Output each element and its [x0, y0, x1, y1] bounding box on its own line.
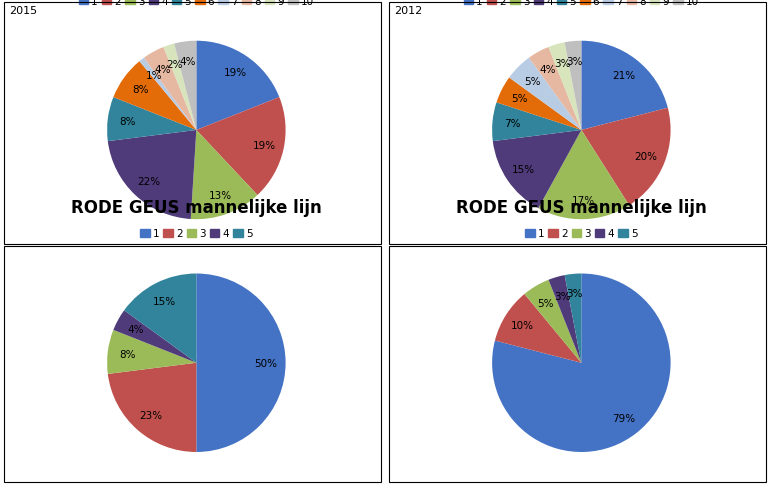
Wedge shape	[538, 131, 629, 220]
Text: 4%: 4%	[127, 325, 143, 334]
Wedge shape	[492, 274, 671, 452]
Text: 79%: 79%	[612, 413, 635, 423]
Text: 1%: 1%	[146, 71, 162, 81]
Text: 5%: 5%	[524, 76, 541, 87]
Text: 20%: 20%	[634, 151, 658, 161]
Wedge shape	[509, 59, 581, 131]
Text: 22%: 22%	[137, 176, 160, 186]
Text: 3%: 3%	[554, 291, 570, 301]
Text: 8%: 8%	[119, 117, 136, 127]
Text: 3%: 3%	[554, 59, 570, 69]
Wedge shape	[495, 294, 581, 363]
Text: 13%: 13%	[209, 191, 232, 201]
Wedge shape	[529, 48, 581, 131]
Text: 3%: 3%	[567, 289, 583, 299]
Title: RODE GEUS mannelijke lijn: RODE GEUS mannelijke lijn	[71, 199, 322, 217]
Wedge shape	[108, 363, 196, 452]
Text: 5%: 5%	[511, 94, 527, 104]
Legend: 1, 2, 3, 4, 5, 6, 7, 8, 9, 10: 1, 2, 3, 4, 5, 6, 7, 8, 9, 10	[463, 0, 700, 8]
Text: 5%: 5%	[537, 298, 554, 308]
Wedge shape	[492, 103, 581, 142]
Text: 2015: 2015	[9, 6, 38, 16]
Wedge shape	[144, 48, 196, 131]
Wedge shape	[493, 131, 581, 209]
Text: 4%: 4%	[179, 57, 196, 67]
Wedge shape	[107, 330, 196, 374]
Text: 7%: 7%	[504, 119, 521, 129]
Text: 15%: 15%	[512, 165, 535, 175]
Text: 8%: 8%	[132, 85, 149, 95]
Wedge shape	[548, 275, 581, 363]
Text: 17%: 17%	[572, 195, 595, 205]
Wedge shape	[174, 42, 196, 131]
Wedge shape	[163, 45, 196, 131]
Text: 21%: 21%	[612, 71, 635, 81]
Wedge shape	[196, 98, 286, 196]
Wedge shape	[124, 274, 196, 363]
Text: 2012: 2012	[394, 6, 423, 16]
Wedge shape	[564, 42, 581, 131]
Legend: 1, 2, 3, 4, 5: 1, 2, 3, 4, 5	[139, 228, 253, 240]
Wedge shape	[113, 311, 196, 363]
Legend: 1, 2, 3, 4, 5, 6, 7, 8, 9, 10: 1, 2, 3, 4, 5, 6, 7, 8, 9, 10	[78, 0, 315, 8]
Text: 8%: 8%	[119, 349, 136, 359]
Wedge shape	[113, 62, 196, 131]
Text: 4%: 4%	[540, 65, 556, 75]
Wedge shape	[107, 98, 196, 142]
Wedge shape	[564, 274, 581, 363]
Wedge shape	[581, 42, 668, 131]
Wedge shape	[581, 108, 671, 206]
Wedge shape	[497, 78, 581, 131]
Legend: 1, 2, 3, 4, 5: 1, 2, 3, 4, 5	[524, 228, 638, 240]
Wedge shape	[139, 59, 196, 131]
Text: 15%: 15%	[153, 296, 176, 306]
Text: 4%: 4%	[155, 65, 171, 75]
Wedge shape	[548, 43, 581, 131]
Title: RODE GEUS mannelijke lijn: RODE GEUS mannelijke lijn	[456, 199, 707, 217]
Text: 19%: 19%	[253, 141, 276, 151]
Text: 3%: 3%	[567, 57, 583, 66]
Text: 2%: 2%	[166, 60, 183, 70]
Wedge shape	[196, 274, 286, 452]
Wedge shape	[524, 280, 581, 363]
Text: 10%: 10%	[511, 321, 534, 331]
Wedge shape	[108, 131, 196, 220]
Text: 50%: 50%	[254, 358, 277, 368]
Wedge shape	[191, 131, 257, 220]
Text: 23%: 23%	[139, 410, 162, 420]
Wedge shape	[196, 42, 280, 131]
Text: 19%: 19%	[224, 68, 247, 78]
